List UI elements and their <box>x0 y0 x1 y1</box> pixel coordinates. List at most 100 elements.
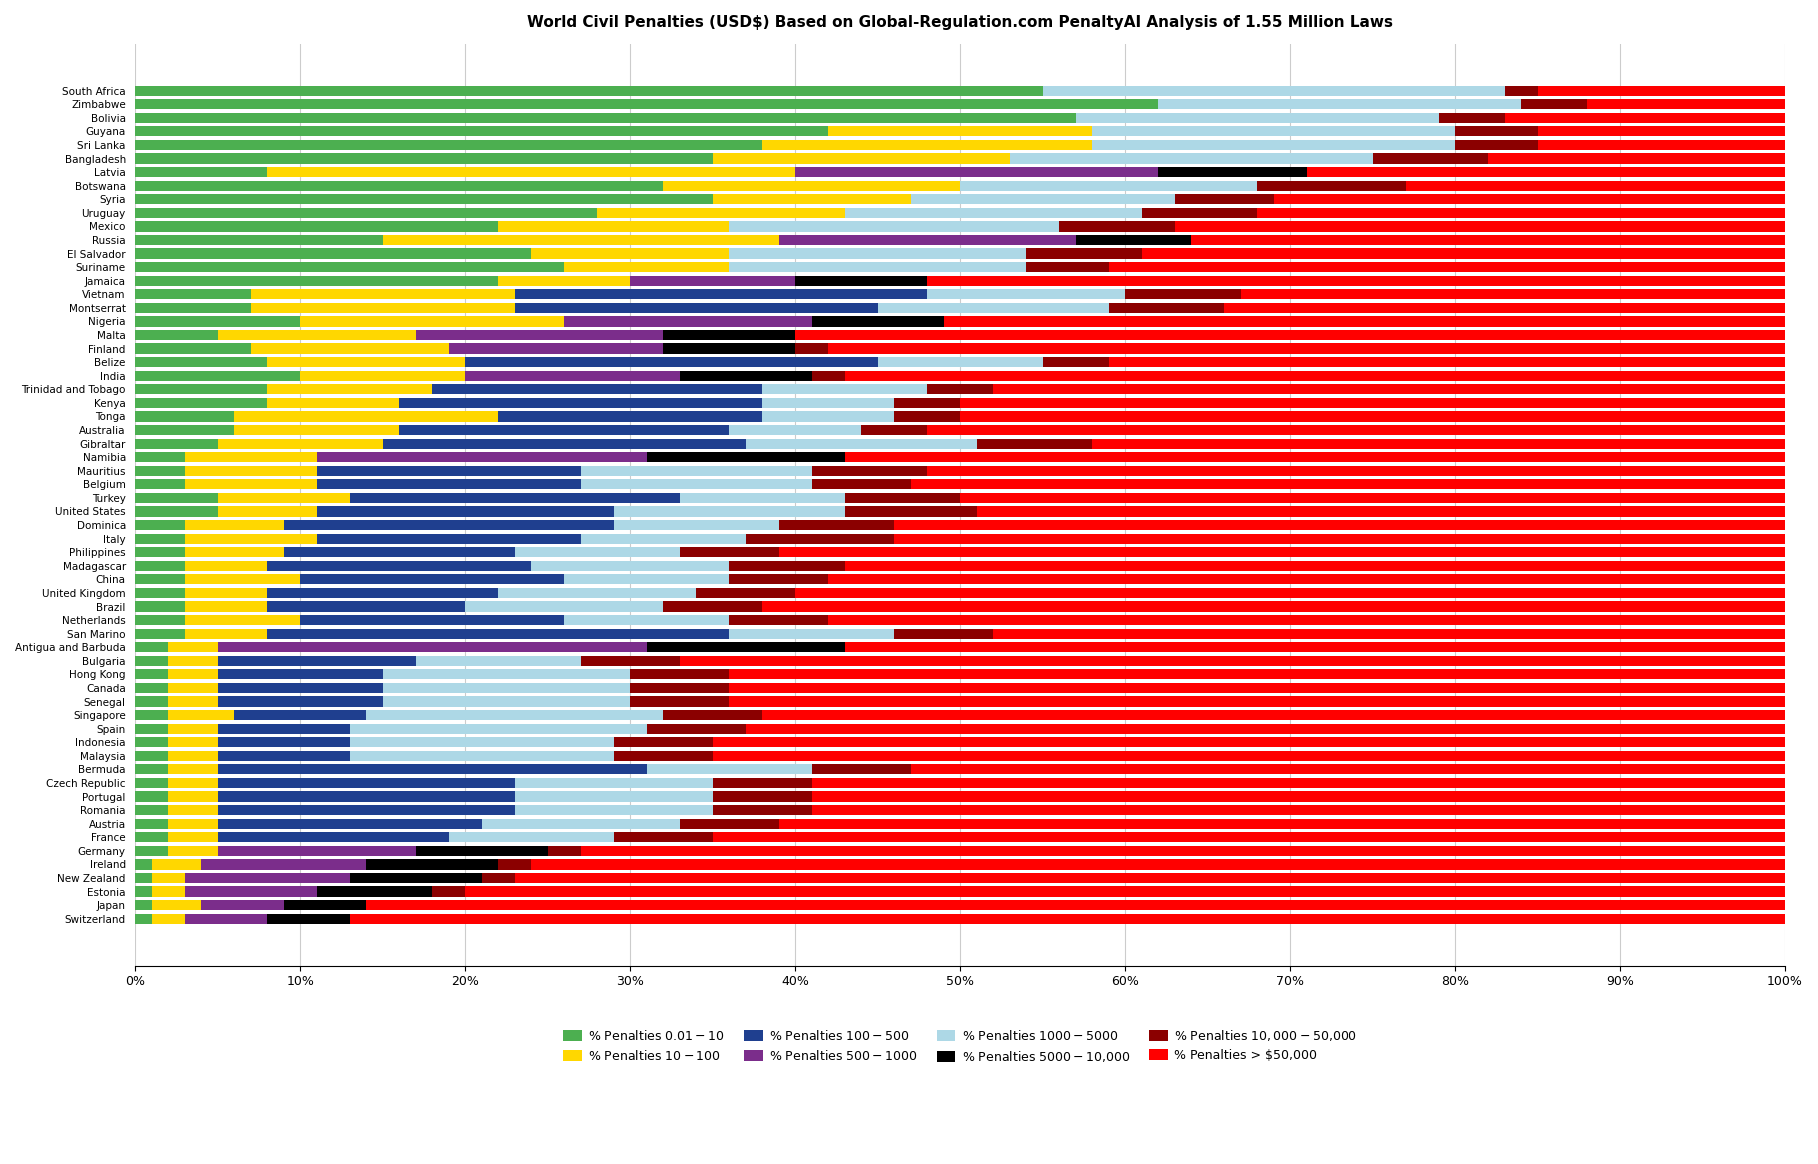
Bar <box>136 765 169 774</box>
Bar <box>267 384 433 395</box>
Bar <box>829 343 1785 354</box>
Bar <box>778 547 1785 558</box>
Bar <box>829 615 1785 625</box>
Bar <box>185 520 284 530</box>
Bar <box>136 533 185 544</box>
Bar <box>729 561 845 570</box>
Bar <box>1174 194 1274 205</box>
Bar <box>647 643 845 652</box>
Bar <box>136 520 185 530</box>
Bar <box>564 317 813 327</box>
Bar <box>251 303 514 313</box>
Bar <box>482 873 514 883</box>
Bar <box>136 425 235 435</box>
Bar <box>1587 99 1785 109</box>
Bar <box>316 480 582 489</box>
Bar <box>136 466 185 476</box>
Bar <box>614 737 713 747</box>
Bar <box>713 792 813 802</box>
Bar <box>1025 248 1142 258</box>
Bar <box>169 669 218 680</box>
Bar <box>136 411 235 421</box>
Bar <box>169 792 218 802</box>
Bar <box>169 778 218 788</box>
Bar <box>1454 127 1538 136</box>
Bar <box>794 166 1158 177</box>
Bar <box>185 914 267 924</box>
Bar <box>778 818 1785 829</box>
Bar <box>400 398 762 407</box>
Bar <box>745 533 894 544</box>
Bar <box>582 846 1785 856</box>
Bar <box>713 194 911 205</box>
Bar <box>1093 439 1785 448</box>
Bar <box>729 248 1025 258</box>
Bar <box>218 655 416 666</box>
Bar <box>136 357 267 368</box>
Bar <box>878 357 1044 368</box>
Bar <box>664 602 762 611</box>
Bar <box>136 262 564 272</box>
Bar <box>1505 113 1785 123</box>
Bar <box>564 615 729 625</box>
Bar <box>136 343 251 354</box>
Bar <box>367 710 664 721</box>
Bar <box>845 452 1785 462</box>
Bar <box>185 574 300 584</box>
Bar <box>153 859 202 870</box>
Bar <box>514 805 713 815</box>
Bar <box>680 655 1785 666</box>
Bar <box>218 832 449 843</box>
Bar <box>384 683 631 693</box>
Bar <box>647 765 813 774</box>
Bar <box>136 859 153 870</box>
Bar <box>927 466 1785 476</box>
Bar <box>729 696 1785 707</box>
Bar <box>745 724 1785 733</box>
Bar <box>136 737 169 747</box>
Bar <box>729 574 829 584</box>
Bar <box>136 506 218 517</box>
Bar <box>729 629 894 639</box>
Bar <box>202 859 367 870</box>
Bar <box>136 317 300 327</box>
Bar <box>498 588 696 598</box>
Bar <box>185 466 316 476</box>
Bar <box>136 329 218 340</box>
Bar <box>813 480 911 489</box>
Bar <box>729 221 1060 232</box>
Bar <box>169 765 218 774</box>
Bar <box>465 887 1785 896</box>
Bar <box>284 547 514 558</box>
Bar <box>136 439 218 448</box>
Bar <box>1025 262 1109 272</box>
Bar <box>598 207 845 218</box>
Bar <box>300 370 465 381</box>
Bar <box>218 792 514 802</box>
Bar <box>960 398 1785 407</box>
Bar <box>927 425 1785 435</box>
Bar <box>136 127 829 136</box>
Bar <box>136 207 598 218</box>
Bar <box>316 887 433 896</box>
Bar <box>813 792 1785 802</box>
Bar <box>960 180 1258 191</box>
Bar <box>367 900 1785 910</box>
Bar <box>136 303 251 313</box>
Bar <box>680 547 778 558</box>
Bar <box>1258 207 1785 218</box>
Bar <box>1076 113 1438 123</box>
Bar <box>813 805 1785 815</box>
Bar <box>136 751 169 761</box>
Bar <box>218 805 514 815</box>
Bar <box>845 370 1785 381</box>
Bar <box>1109 303 1224 313</box>
Bar <box>384 696 631 707</box>
Bar <box>531 561 729 570</box>
Bar <box>185 873 349 883</box>
Bar <box>136 615 185 625</box>
Bar <box>251 289 514 299</box>
Bar <box>976 439 1093 448</box>
Bar <box>498 411 762 421</box>
Bar <box>762 411 894 421</box>
